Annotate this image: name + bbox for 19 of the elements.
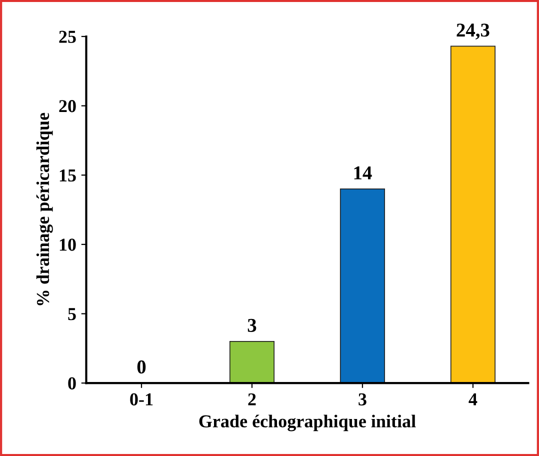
- bar: [229, 341, 274, 384]
- y-axis-title: % drainage péricardique: [36, 112, 53, 306]
- x-tick-label: 2: [248, 393, 256, 406]
- bar: [450, 46, 496, 384]
- y-tick-label: 15: [60, 169, 76, 182]
- data-label: 14: [354, 166, 372, 180]
- y-tick-label: 20: [59, 100, 76, 112]
- x-tick-label: 3: [358, 393, 366, 406]
- y-tick-label: 10: [60, 238, 76, 251]
- y-tick-label: 5: [68, 308, 76, 320]
- x-tick-label: 4: [468, 393, 478, 406]
- x-axis-title: Grade échographique initial: [199, 414, 416, 432]
- data-label: 24,3: [456, 24, 490, 40]
- data-label: 0: [137, 360, 146, 374]
- y-tick-label: 25: [59, 30, 76, 43]
- bar: [340, 188, 385, 384]
- x-tick-label: 0-1: [130, 393, 153, 406]
- data-label: 3: [248, 318, 256, 332]
- y-tick-label: 0: [68, 377, 76, 390]
